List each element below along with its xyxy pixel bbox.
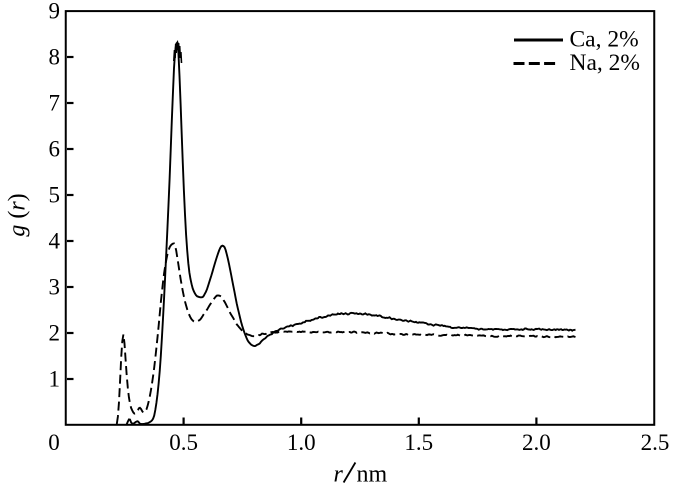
svg-text:0.5: 0.5 bbox=[169, 430, 198, 455]
svg-text:1.0: 1.0 bbox=[287, 430, 316, 455]
svg-text:6: 6 bbox=[49, 137, 61, 162]
svg-text:r: r bbox=[334, 462, 344, 488]
svg-text:7: 7 bbox=[49, 91, 61, 116]
svg-text:Ca, 2%: Ca, 2% bbox=[570, 26, 639, 52]
svg-text:nm: nm bbox=[357, 462, 388, 488]
svg-text:8: 8 bbox=[49, 45, 61, 70]
svg-text:1: 1 bbox=[49, 367, 61, 392]
svg-text:3: 3 bbox=[49, 275, 61, 300]
svg-text:2: 2 bbox=[49, 321, 61, 346]
svg-text:1.5: 1.5 bbox=[404, 430, 433, 455]
svg-text:Na, 2%: Na, 2% bbox=[570, 50, 640, 76]
svg-text:5: 5 bbox=[49, 183, 61, 208]
svg-text:0: 0 bbox=[48, 430, 60, 455]
svg-text:g (r): g (r) bbox=[5, 193, 31, 236]
svg-text:2.0: 2.0 bbox=[522, 430, 551, 455]
svg-text:4: 4 bbox=[49, 229, 61, 254]
svg-text:9: 9 bbox=[49, 0, 61, 24]
svg-text:2.5: 2.5 bbox=[641, 430, 670, 455]
